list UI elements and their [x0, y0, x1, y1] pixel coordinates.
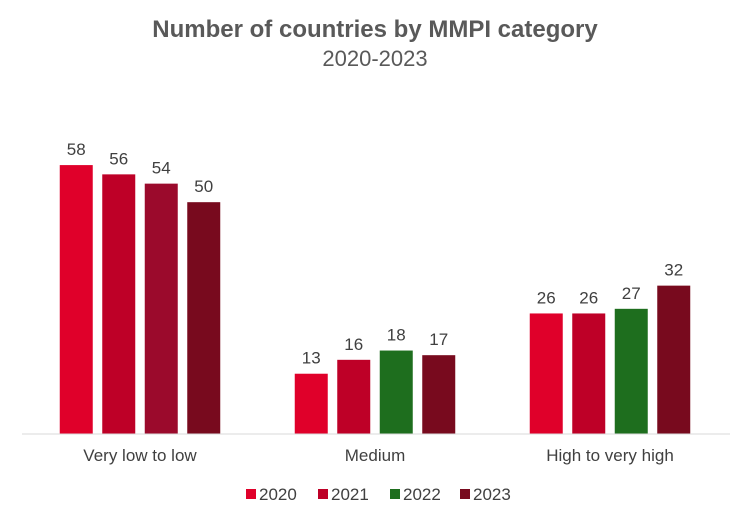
data-label-2022-1: 18 [387, 326, 406, 345]
data-label-2023-1: 17 [429, 330, 448, 349]
legend-swatch-2022 [390, 489, 400, 499]
data-label-2020-2: 26 [537, 288, 556, 307]
data-label-2021-0: 56 [109, 149, 128, 168]
chart-title: Number of countries by MMPI category [152, 16, 598, 43]
legend: 2020 2021 2022 2023 [246, 485, 511, 504]
data-label-2020-1: 13 [302, 349, 321, 368]
category-label-1: Medium [345, 446, 405, 465]
bar-2020-2 [529, 313, 563, 434]
data-label-2021-1: 16 [344, 335, 363, 354]
bar-2023-1 [422, 355, 456, 434]
data-label-2022-0: 54 [152, 159, 171, 178]
legend-swatch-2021 [318, 489, 328, 499]
legend-label-2022: 2022 [403, 485, 441, 504]
legend-label-2021: 2021 [331, 485, 369, 504]
data-label-2021-2: 26 [579, 288, 598, 307]
chart-subtitle: 2020-2023 [322, 46, 428, 71]
data-label-2023-2: 32 [664, 261, 683, 280]
data-label-2023-0: 50 [194, 177, 213, 196]
legend-swatch-2020 [246, 489, 256, 499]
category-label-0: Very low to low [83, 446, 197, 465]
bar-2022-1 [379, 350, 413, 434]
legend-swatch-2023 [460, 489, 470, 499]
data-label-2020-0: 58 [67, 140, 86, 159]
bar-2023-0 [187, 202, 221, 434]
data-label-2022-2: 27 [622, 284, 641, 303]
bar-2022-0 [144, 183, 178, 434]
category-label-2: High to very high [546, 446, 674, 465]
bars-group: 58 56 54 50 13 16 18 17 26 26 27 32 [59, 140, 691, 434]
bar-2023-2 [657, 285, 691, 434]
bar-2021-0 [102, 174, 136, 434]
bar-2020-0 [59, 165, 93, 434]
legend-label-2023: 2023 [473, 485, 511, 504]
bar-2021-1 [337, 359, 371, 434]
legend-label-2020: 2020 [259, 485, 297, 504]
category-labels: Very low to low Medium High to very high [83, 446, 673, 465]
bar-2021-2 [572, 313, 606, 434]
bar-2020-1 [294, 373, 328, 434]
bar-2022-2 [614, 308, 648, 434]
